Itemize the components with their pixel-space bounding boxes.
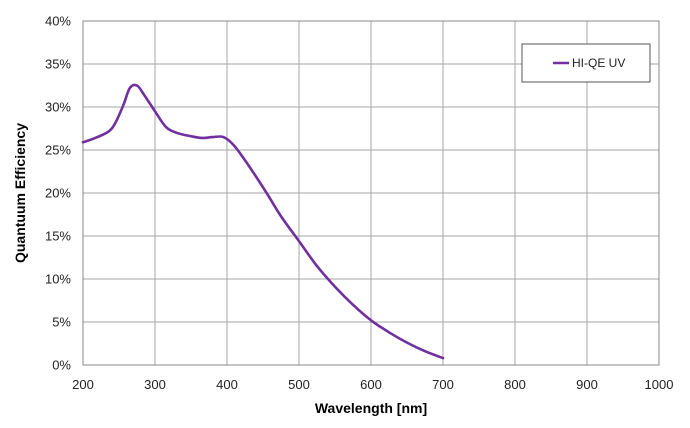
x-tick-label: 500 bbox=[288, 377, 310, 392]
y-tick-label: 25% bbox=[45, 143, 71, 158]
x-axis-title: Wavelength [nm] bbox=[315, 400, 427, 416]
x-axis: 200 300 400 500 600 700 800 900 1000 bbox=[72, 377, 673, 392]
y-tick-label: 0% bbox=[52, 358, 71, 373]
x-tick-label: 900 bbox=[576, 377, 598, 392]
x-tick-label: 300 bbox=[144, 377, 166, 392]
legend: HI-QE UV bbox=[521, 43, 651, 83]
x-tick-label: 400 bbox=[216, 377, 238, 392]
y-tick-label: 20% bbox=[45, 186, 71, 201]
y-axis-title: Quantuum Efficiency bbox=[12, 123, 28, 263]
y-tick-label: 35% bbox=[45, 57, 71, 72]
plot-area bbox=[82, 20, 660, 366]
legend-box bbox=[521, 43, 651, 83]
x-tick-label: 600 bbox=[360, 377, 382, 392]
legend-label: HI-QE UV bbox=[572, 56, 625, 70]
y-tick-label: 5% bbox=[52, 315, 71, 330]
x-tick-label: 700 bbox=[432, 377, 454, 392]
y-tick-label: 40% bbox=[45, 14, 71, 29]
y-tick-label: 30% bbox=[45, 100, 71, 115]
x-tick-label: 800 bbox=[504, 377, 526, 392]
series-line bbox=[81, 83, 445, 360]
x-tick-label: 1000 bbox=[645, 377, 674, 392]
series-group bbox=[81, 83, 445, 360]
y-tick-label: 15% bbox=[45, 229, 71, 244]
y-axis: 0% 5% 10% 15% 20% 25% 30% 35% 40% bbox=[45, 14, 71, 373]
y-tick-label: 10% bbox=[45, 272, 71, 287]
x-tick-label: 200 bbox=[72, 377, 94, 392]
